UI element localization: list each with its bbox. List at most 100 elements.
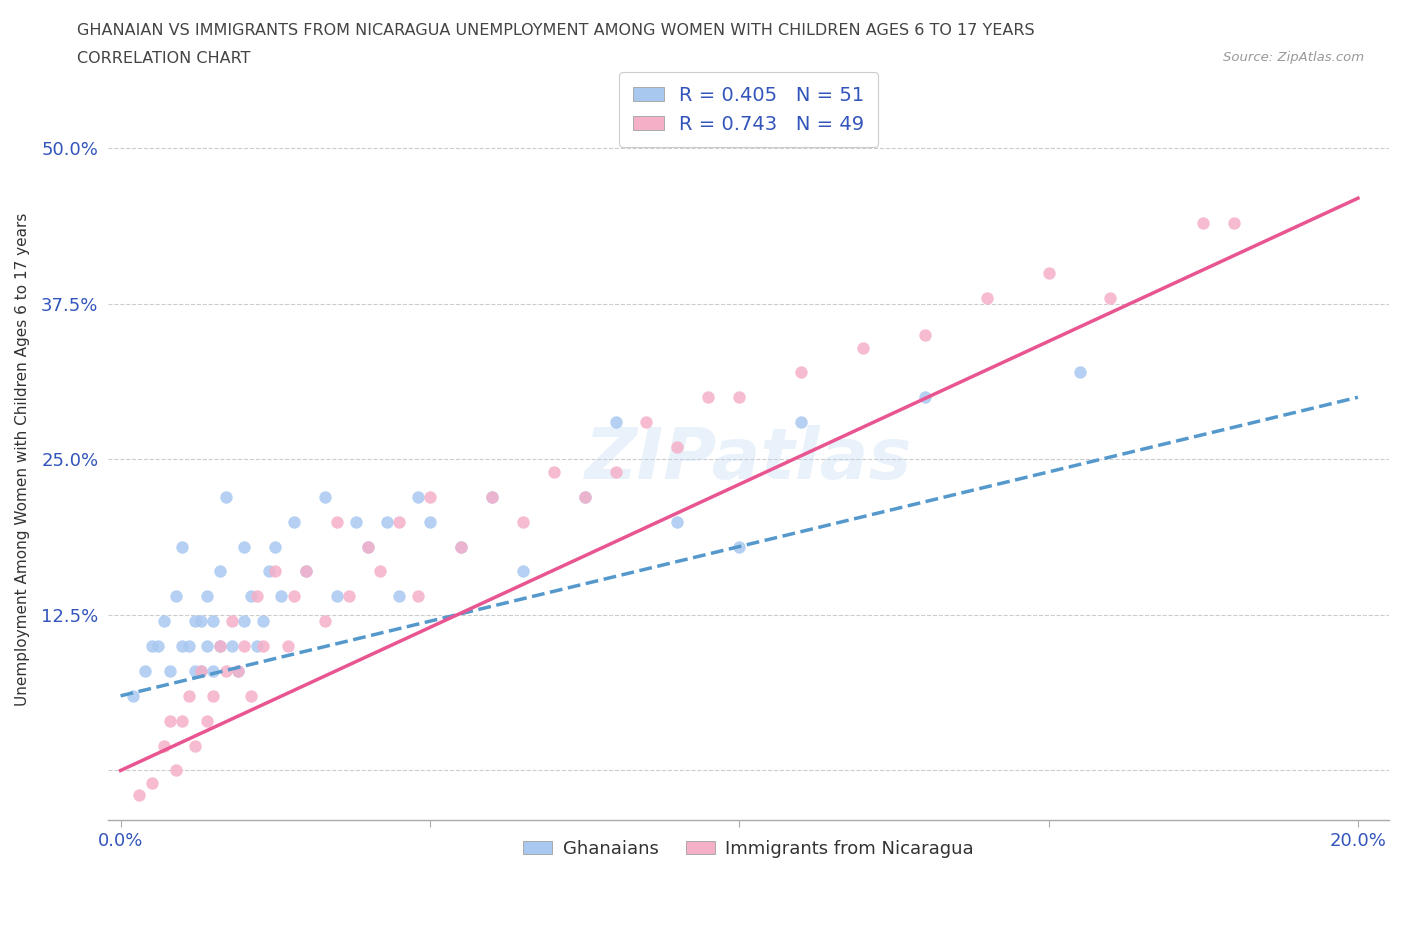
Point: [728, 539, 751, 554]
Point: [512, 564, 534, 578]
Point: [184, 614, 207, 629]
Point: [190, 663, 212, 678]
Point: [122, 688, 145, 703]
Point: [215, 489, 238, 504]
Point: [1192, 216, 1215, 231]
Point: [172, 713, 194, 728]
Point: [790, 365, 813, 379]
Point: [375, 514, 398, 529]
Point: [233, 539, 256, 554]
Point: [172, 539, 194, 554]
Point: [215, 663, 238, 678]
Point: [159, 663, 181, 678]
Point: [314, 489, 336, 504]
Point: [574, 489, 596, 504]
Point: [270, 589, 292, 604]
Point: [728, 390, 751, 405]
Point: [239, 688, 262, 703]
Point: [543, 464, 565, 479]
Legend: Ghanaians, Immigrants from Nicaragua: Ghanaians, Immigrants from Nicaragua: [512, 830, 984, 869]
Point: [1099, 290, 1122, 305]
Point: [914, 327, 936, 342]
Point: [252, 614, 274, 629]
Point: [257, 564, 280, 578]
Point: [190, 614, 212, 629]
Point: [153, 738, 176, 753]
Point: [195, 639, 218, 654]
Point: [246, 589, 269, 604]
Point: [512, 514, 534, 529]
Text: Source: ZipAtlas.com: Source: ZipAtlas.com: [1223, 51, 1364, 64]
Point: [370, 564, 392, 578]
Point: [283, 589, 305, 604]
Point: [221, 614, 243, 629]
Point: [605, 464, 627, 479]
Point: [184, 738, 207, 753]
Point: [233, 639, 256, 654]
Point: [172, 639, 194, 654]
Point: [208, 564, 231, 578]
Point: [190, 663, 212, 678]
Point: [202, 663, 225, 678]
Point: [419, 489, 441, 504]
Point: [264, 539, 287, 554]
Point: [226, 663, 249, 678]
Point: [357, 539, 380, 554]
Point: [295, 564, 318, 578]
Point: [314, 614, 336, 629]
Point: [264, 564, 287, 578]
Point: [388, 589, 411, 604]
Point: [195, 713, 218, 728]
Point: [184, 663, 207, 678]
Point: [976, 290, 998, 305]
Point: [177, 688, 200, 703]
Point: [481, 489, 503, 504]
Point: [195, 589, 218, 604]
Point: [914, 390, 936, 405]
Point: [239, 589, 262, 604]
Point: [852, 340, 875, 355]
Point: [344, 514, 367, 529]
Point: [233, 614, 256, 629]
Point: [406, 589, 429, 604]
Point: [636, 415, 658, 430]
Y-axis label: Unemployment Among Women with Children Ages 6 to 17 years: Unemployment Among Women with Children A…: [15, 213, 30, 706]
Point: [295, 564, 318, 578]
Point: [141, 639, 163, 654]
Point: [450, 539, 472, 554]
Text: ZIPatlas: ZIPatlas: [585, 425, 912, 494]
Point: [790, 415, 813, 430]
Point: [1069, 365, 1091, 379]
Point: [153, 614, 176, 629]
Point: [141, 776, 163, 790]
Point: [697, 390, 720, 405]
Point: [165, 763, 187, 777]
Point: [277, 639, 299, 654]
Point: [252, 639, 274, 654]
Point: [574, 489, 596, 504]
Point: [388, 514, 411, 529]
Point: [450, 539, 472, 554]
Point: [326, 589, 349, 604]
Point: [481, 489, 503, 504]
Text: GHANAIAN VS IMMIGRANTS FROM NICARAGUA UNEMPLOYMENT AMONG WOMEN WITH CHILDREN AGE: GHANAIAN VS IMMIGRANTS FROM NICARAGUA UN…: [77, 23, 1035, 38]
Point: [177, 639, 200, 654]
Point: [666, 440, 689, 455]
Point: [146, 639, 169, 654]
Point: [339, 589, 361, 604]
Point: [419, 514, 441, 529]
Point: [165, 589, 187, 604]
Point: [159, 713, 181, 728]
Point: [605, 415, 627, 430]
Point: [226, 663, 249, 678]
Point: [666, 514, 689, 529]
Point: [406, 489, 429, 504]
Point: [134, 663, 156, 678]
Point: [202, 688, 225, 703]
Point: [1038, 265, 1060, 280]
Point: [1223, 216, 1246, 231]
Point: [208, 639, 231, 654]
Point: [208, 639, 231, 654]
Text: CORRELATION CHART: CORRELATION CHART: [77, 51, 250, 66]
Point: [246, 639, 269, 654]
